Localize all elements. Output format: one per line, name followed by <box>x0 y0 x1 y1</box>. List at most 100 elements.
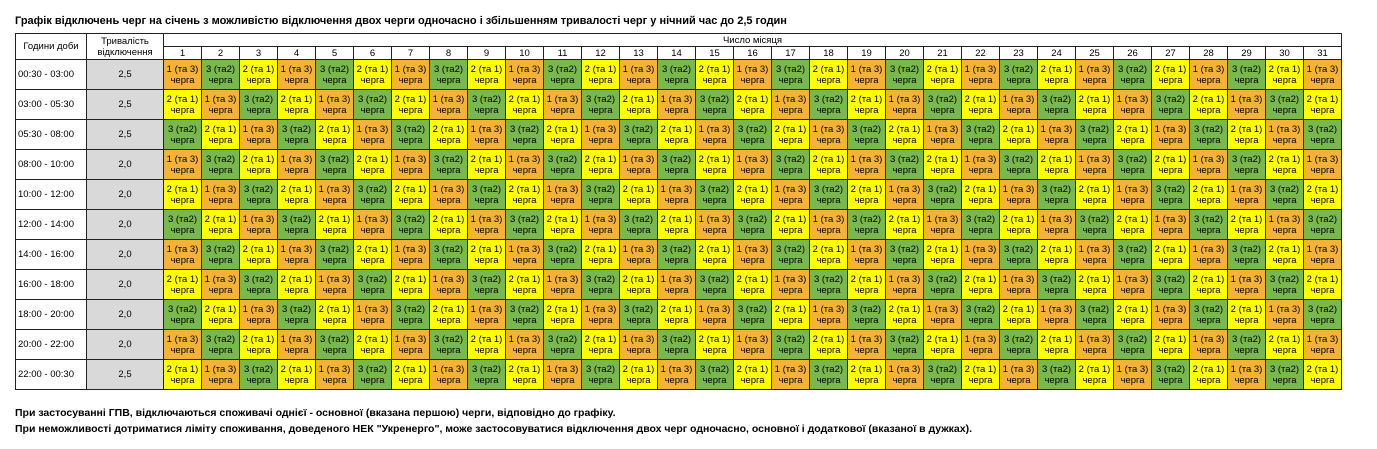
queue-caption: черга <box>892 164 917 176</box>
queue: 1 (та 3) <box>660 183 693 195</box>
queue: 2 (та 1) <box>1002 123 1035 135</box>
queue-caption: черга <box>664 374 689 386</box>
queue-caption: черга <box>1196 194 1221 206</box>
queue: 1 (та 3) <box>622 333 655 345</box>
queue: 1 (та 3) <box>166 243 199 255</box>
queue: 1 (та 3) <box>508 243 541 255</box>
queue: 3 (та2) <box>1041 93 1072 105</box>
queue-cell: 2 (та 1) черга <box>1075 179 1114 210</box>
queue-cell: 2 (та 1) черга <box>1189 179 1228 210</box>
queue-caption: черга <box>246 284 271 296</box>
queue: 2 (та 1) <box>1192 183 1225 195</box>
queue-caption: черга <box>702 134 727 146</box>
queue-cell: 2 (та 1) черга <box>163 89 202 120</box>
queue-caption: черга <box>1272 314 1297 326</box>
queue-cell: 2 (та 1) черга <box>1265 59 1304 90</box>
queue-caption: черга <box>588 314 613 326</box>
queue-cell: 1 (та 3) черга <box>353 299 392 330</box>
schedule-row: 16:00 - 18:00 2,0 2 (та 1) черга 1 (та 3) чер… <box>15 269 1342 300</box>
queue-caption: черга <box>1272 224 1297 236</box>
queue: 2 (та 1) <box>698 63 731 75</box>
queue: 1 (та 3) <box>394 243 427 255</box>
queue-caption: черга <box>1044 74 1069 86</box>
queue: 1 (та 3) <box>280 333 313 345</box>
queue-caption: черга <box>1082 74 1107 86</box>
queue: 2 (та 1) <box>1078 273 1111 285</box>
duration: 2,5 <box>86 119 164 150</box>
queue: 2 (та 1) <box>1192 273 1225 285</box>
queue-cell: 1 (та 3) черга <box>239 209 278 240</box>
queue: 1 (та 3) <box>698 303 731 315</box>
queue: 1 (та 3) <box>204 93 237 105</box>
queue: 3 (та2) <box>433 333 464 345</box>
queue-cell: 2 (та 1) черга <box>163 179 202 210</box>
queue: 3 (та2) <box>851 303 882 315</box>
queue-caption: черга <box>398 104 423 116</box>
queue-caption: черга <box>170 134 195 146</box>
queue-cell: 3 (та2) черга <box>1113 329 1152 360</box>
queue: 2 (та 1) <box>964 363 997 375</box>
queue-cell: 3 (та2) черга <box>353 179 392 210</box>
queue-cell: 2 (та 1) черга <box>277 179 316 210</box>
queue-cell: 3 (та2) черга <box>581 179 620 210</box>
queue: 1 (та 3) <box>394 63 427 75</box>
queue-cell: 2 (та 1) черга <box>771 299 810 330</box>
queue: 2 (та 1) <box>280 273 313 285</box>
queue-caption: черга <box>550 284 575 296</box>
queue: 1 (та 3) <box>356 303 389 315</box>
queue-cell: 1 (та 3) черга <box>581 119 620 150</box>
queue: 1 (та 3) <box>888 273 921 285</box>
queue-caption: черга <box>588 164 613 176</box>
queue-caption: черга <box>892 254 917 266</box>
queue: 3 (та2) <box>205 153 236 165</box>
queue-cell: 1 (та 3) черга <box>467 119 506 150</box>
queue: 2 (та 1) <box>1078 183 1111 195</box>
queue-cell: 1 (та 3) черга <box>277 59 316 90</box>
queue: 1 (та 3) <box>850 63 883 75</box>
queue-caption: черга <box>1310 194 1335 206</box>
queue-cell: 2 (та 1) черга <box>543 119 582 150</box>
queue: 3 (та2) <box>965 123 996 135</box>
queue: 3 (та2) <box>167 123 198 135</box>
queue-caption: черга <box>1120 134 1145 146</box>
queue: 2 (та 1) <box>394 273 427 285</box>
queue: 1 (та 3) <box>812 303 845 315</box>
queue-cell: 2 (та 1) черга <box>429 119 468 150</box>
queue-caption: черга <box>588 374 613 386</box>
queue-cell: 1 (та 3) черга <box>1265 119 1304 150</box>
queue-cell: 1 (та 3) черга <box>277 239 316 270</box>
queue-caption: черга <box>930 344 955 356</box>
queue-cell: 3 (та2) черга <box>1075 209 1114 240</box>
queue-caption: черга <box>664 314 689 326</box>
queue-cell: 2 (та 1) черга <box>847 179 886 210</box>
queue: 2 (та 1) <box>1192 93 1225 105</box>
queue-cell: 2 (та 1) черга <box>885 299 924 330</box>
queue-cell: 2 (та 1) черга <box>1113 299 1152 330</box>
queue-cell: 1 (та 3) черга <box>315 269 354 300</box>
queue-caption: черга <box>588 74 613 86</box>
queue-cell: 1 (та 3) черга <box>581 209 620 240</box>
hours-header: Години доби <box>15 33 87 60</box>
queue: 2 (та 1) <box>204 303 237 315</box>
queue-caption: черга <box>1234 254 1259 266</box>
queue-cell: 2 (та 1) черга <box>239 239 278 270</box>
queue: 3 (та2) <box>471 93 502 105</box>
queue: 1 (та 3) <box>1078 243 1111 255</box>
queue-caption: черга <box>892 104 917 116</box>
day-number: 28 <box>1189 46 1228 60</box>
queue-caption: черга <box>284 374 309 386</box>
queue-cell: 1 (та 3) черга <box>657 179 696 210</box>
queue-caption: черга <box>170 374 195 386</box>
queue: 1 (та 3) <box>1040 303 1073 315</box>
queue-caption: черга <box>284 164 309 176</box>
queue-caption: черга <box>512 284 537 296</box>
queue-cell: 1 (та 3) черга <box>201 359 240 390</box>
queue-cell: 1 (та 3) черга <box>1265 209 1304 240</box>
queue: 3 (та2) <box>1155 183 1186 195</box>
queue: 3 (та2) <box>1155 93 1186 105</box>
queue-caption: черга <box>1120 104 1145 116</box>
queue: 1 (та 3) <box>280 243 313 255</box>
queue: 1 (та 3) <box>546 273 579 285</box>
queue-cell: 1 (та 3) черга <box>885 359 924 390</box>
queue: 1 (та 3) <box>774 93 807 105</box>
